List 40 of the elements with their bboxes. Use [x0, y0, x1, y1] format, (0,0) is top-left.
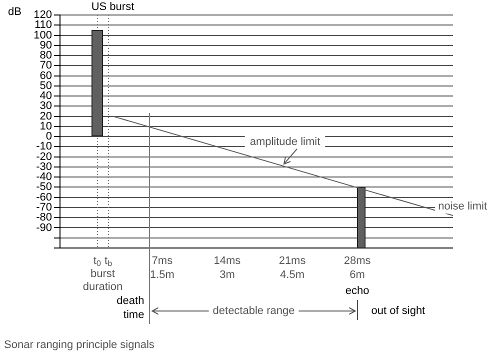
text: echo	[345, 285, 370, 298]
text: burst duration	[82, 268, 123, 294]
y-tick-label: 30	[40, 100, 52, 112]
y-tick-label: 90	[40, 39, 52, 52]
series-label: US burst	[91, 1, 134, 14]
y-tick-label: 0	[46, 130, 52, 143]
y-tick-label: 80	[40, 50, 52, 62]
y-axis-title: dB	[8, 6, 22, 18]
y-tick-label: 110	[34, 19, 52, 32]
x-tick-label: 14ms	[214, 255, 242, 268]
ref-line-label: death time	[116, 295, 144, 322]
x2-tick-label: 1.5m	[150, 269, 174, 282]
y-tick-label: -10	[36, 140, 52, 153]
y-tick-label: 20	[40, 110, 52, 122]
y-tick-label: -80	[36, 212, 52, 224]
x2-tick-label: 3m	[220, 269, 235, 282]
text: out of sight	[371, 305, 426, 318]
y-tick-label: 40	[40, 90, 52, 102]
y-tick-label: -30	[36, 160, 52, 173]
y-tick-label: -50	[36, 181, 52, 194]
x2-tick-label: 4.5m	[280, 269, 305, 282]
text: Sonar ranging principle signals	[4, 339, 155, 352]
y-tick-label: -90	[36, 222, 52, 234]
x-tick-label: 28ms	[344, 255, 372, 268]
series-label: amplitude limit	[250, 136, 320, 148]
y-tick-label: -60	[36, 191, 52, 204]
y-tick-label: -70	[36, 202, 52, 214]
x-tick-label: 7ms	[152, 255, 174, 268]
y-tick-label: 50	[40, 80, 52, 92]
y-tick-label: -20	[36, 150, 52, 163]
x2-tick-label: 6m	[350, 269, 365, 282]
text: detectable range	[212, 305, 295, 318]
annotation: noise limit	[438, 200, 487, 213]
y-tick-label: 60	[40, 70, 52, 82]
y-tick-label: 70	[40, 60, 52, 72]
y-tick-label: 10	[40, 120, 52, 132]
y-tick-label: -40	[36, 171, 52, 184]
x-tick-label: 21ms	[278, 255, 306, 268]
y-tick-label: 120	[34, 9, 52, 22]
y-tick-label: 100	[34, 29, 52, 42]
